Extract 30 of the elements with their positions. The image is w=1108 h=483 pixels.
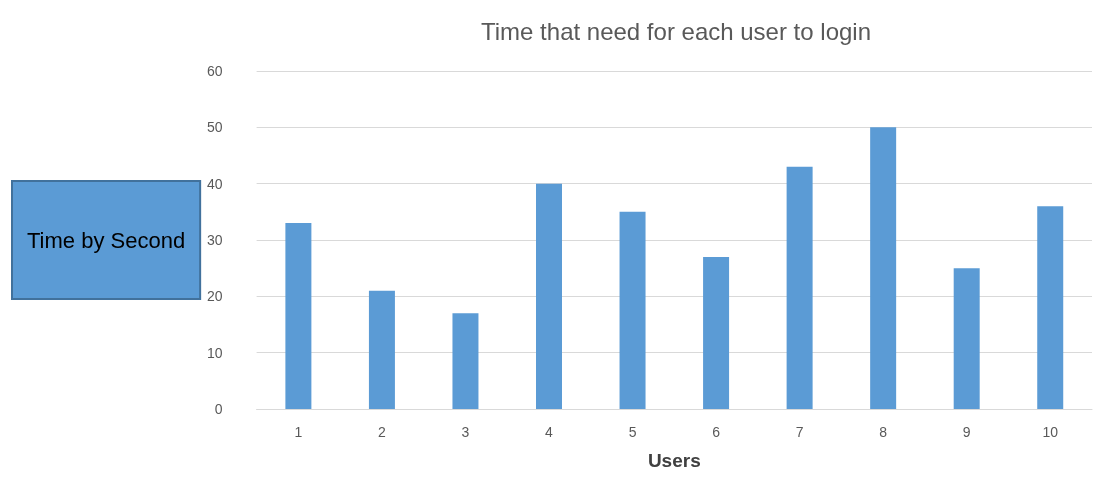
y-tick-label: 40: [207, 175, 223, 192]
bar: [1037, 206, 1064, 409]
x-tick-label: 6: [712, 424, 721, 440]
chart-title: Time that need for each user to login: [481, 17, 871, 45]
bar: [285, 223, 312, 409]
bar: [953, 268, 980, 409]
y-tick-label: 0: [214, 401, 223, 417]
x-tick-label: 10: [1042, 424, 1059, 440]
x-tick-label: 7: [795, 424, 804, 440]
x-tick-label: 2: [378, 424, 387, 440]
y-tick-label: 60: [207, 63, 223, 79]
bar: [870, 127, 897, 409]
x-tick-label: 8: [879, 424, 888, 440]
y-tick-label: 20: [207, 288, 223, 305]
x-axis-title: Users: [647, 450, 701, 471]
x-tick-label: 3: [461, 424, 470, 440]
y-axis-title: Time by Second: [27, 227, 186, 253]
x-tick-label: 5: [628, 424, 637, 440]
bar: [703, 256, 730, 409]
x-tick-label: 9: [962, 424, 971, 440]
bar: [536, 183, 562, 409]
x-tick-label: 1: [294, 424, 303, 440]
y-tick-label: 50: [207, 119, 223, 136]
bar: [452, 313, 479, 409]
y-tick-label: 30: [207, 232, 223, 248]
y-tick-label: 10: [207, 344, 223, 361]
bar: [368, 290, 395, 409]
bar: [619, 211, 646, 409]
bar: [786, 166, 813, 409]
x-tick-label: 4: [545, 424, 554, 440]
